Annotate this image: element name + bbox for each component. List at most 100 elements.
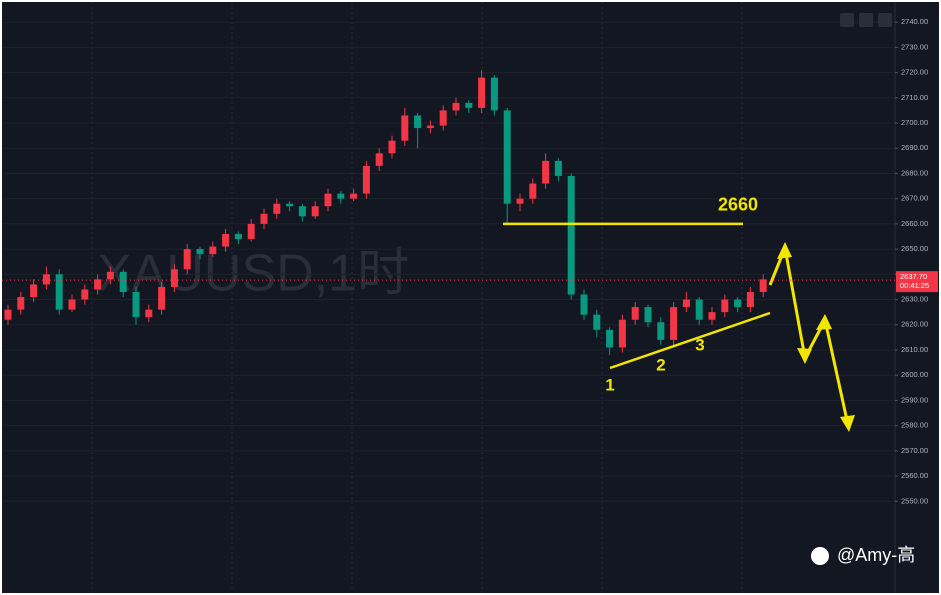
candle-body bbox=[682, 299, 690, 308]
price-label: 2637.70 bbox=[900, 272, 927, 281]
candle-body bbox=[170, 269, 178, 287]
y-tick-label: 2650.00 bbox=[901, 244, 928, 253]
toolbar bbox=[840, 13, 892, 27]
candle-body bbox=[478, 77, 486, 108]
trend-line bbox=[609, 311, 771, 370]
candle-body bbox=[580, 294, 588, 315]
y-tick-label: 2630.00 bbox=[901, 295, 928, 304]
candle-body bbox=[132, 291, 140, 318]
candle-body bbox=[196, 249, 204, 255]
y-tick-label: 2730.00 bbox=[901, 42, 928, 51]
y-tick-label: 2670.00 bbox=[901, 194, 928, 203]
arrow-head bbox=[816, 314, 832, 330]
candle-body bbox=[426, 125, 434, 129]
y-tick-label: 2610.00 bbox=[901, 345, 928, 354]
candle-body bbox=[708, 312, 716, 320]
candle-body bbox=[55, 274, 63, 310]
grid bbox=[2, 21, 895, 502]
candle-body bbox=[644, 307, 652, 323]
y-tick-label: 2600.00 bbox=[901, 370, 928, 379]
candle-body bbox=[362, 165, 370, 194]
candle-body bbox=[158, 286, 166, 310]
candle-body bbox=[657, 322, 665, 340]
y-tick-label: 2560.00 bbox=[901, 471, 928, 480]
toolbar-button[interactable] bbox=[878, 13, 892, 27]
candle-body bbox=[695, 299, 703, 320]
arrow-head bbox=[840, 415, 855, 432]
price-tag bbox=[896, 271, 938, 293]
candle-body bbox=[350, 193, 358, 199]
candle-body bbox=[516, 198, 524, 204]
candle-body bbox=[183, 249, 191, 270]
y-tick-label: 2590.00 bbox=[901, 395, 928, 404]
candle-body bbox=[81, 289, 89, 300]
candle-body bbox=[554, 160, 562, 176]
candle-body bbox=[746, 291, 754, 308]
candle-body bbox=[759, 279, 767, 292]
arrow-head bbox=[797, 348, 812, 364]
candle-body bbox=[145, 309, 153, 318]
candle-body bbox=[375, 153, 383, 166]
candle-body bbox=[337, 193, 345, 199]
point-label: 3 bbox=[695, 335, 704, 354]
watermark: XAUUSD,1时 bbox=[97, 245, 409, 303]
candle-body bbox=[542, 160, 550, 184]
credit-text: @Amy-高 bbox=[837, 545, 915, 565]
candle-body bbox=[503, 110, 511, 204]
candle-body bbox=[439, 110, 447, 126]
level-label: 2660 bbox=[718, 195, 758, 215]
countdown: 00:41:25 bbox=[900, 281, 929, 290]
point-label: 1 bbox=[605, 375, 614, 394]
candle-body bbox=[42, 274, 50, 285]
toolbar-button[interactable] bbox=[840, 13, 854, 27]
y-tick-label: 2740.00 bbox=[901, 17, 928, 26]
candle-body bbox=[452, 102, 460, 111]
candle-body bbox=[286, 203, 294, 207]
candle-body bbox=[209, 246, 217, 255]
candle-body bbox=[567, 175, 575, 295]
credit: @Amy-高 bbox=[811, 545, 915, 565]
candle-body bbox=[618, 319, 626, 348]
point-label: 2 bbox=[656, 355, 665, 374]
candle-body bbox=[734, 299, 742, 308]
candle-body bbox=[247, 223, 255, 240]
candle-body bbox=[222, 233, 230, 247]
candle-body bbox=[465, 102, 473, 108]
grid-verticals bbox=[91, 2, 743, 593]
candle-body bbox=[4, 309, 12, 320]
y-tick-label: 2680.00 bbox=[901, 168, 928, 177]
candle-body bbox=[68, 299, 76, 310]
y-tick-label: 2620.00 bbox=[901, 320, 928, 329]
toolbar-button[interactable] bbox=[859, 13, 873, 27]
candle-body bbox=[234, 233, 242, 240]
candles bbox=[4, 70, 767, 356]
candle-body bbox=[298, 206, 306, 217]
candle-body bbox=[670, 307, 678, 340]
candle-body bbox=[273, 203, 281, 214]
y-tick-label: 2570.00 bbox=[901, 446, 928, 455]
candle-body bbox=[529, 183, 537, 199]
y-tick-label: 2700.00 bbox=[901, 118, 928, 127]
candle-body bbox=[260, 213, 268, 224]
candle-body bbox=[401, 115, 409, 141]
facebook-icon bbox=[811, 547, 829, 565]
y-tick-label: 2690.00 bbox=[901, 143, 928, 152]
candle-body bbox=[119, 271, 127, 292]
y-tick-label: 2660.00 bbox=[901, 219, 928, 228]
candle-body bbox=[311, 206, 319, 217]
candle-body bbox=[94, 279, 102, 290]
y-tick-label: 2580.00 bbox=[901, 421, 928, 430]
candle-body bbox=[490, 77, 498, 111]
arrow-head bbox=[777, 242, 792, 259]
candle-body bbox=[606, 329, 614, 348]
y-tick-label: 2550.00 bbox=[901, 496, 928, 505]
y-tick-label: 2710.00 bbox=[901, 93, 928, 102]
candle-body bbox=[721, 299, 729, 313]
candle-body bbox=[631, 307, 639, 320]
candle-body bbox=[17, 297, 25, 310]
annotations: 1 2 3 2660 bbox=[503, 195, 855, 432]
candle-body bbox=[414, 115, 422, 129]
y-tick-label: 2720.00 bbox=[901, 68, 928, 77]
